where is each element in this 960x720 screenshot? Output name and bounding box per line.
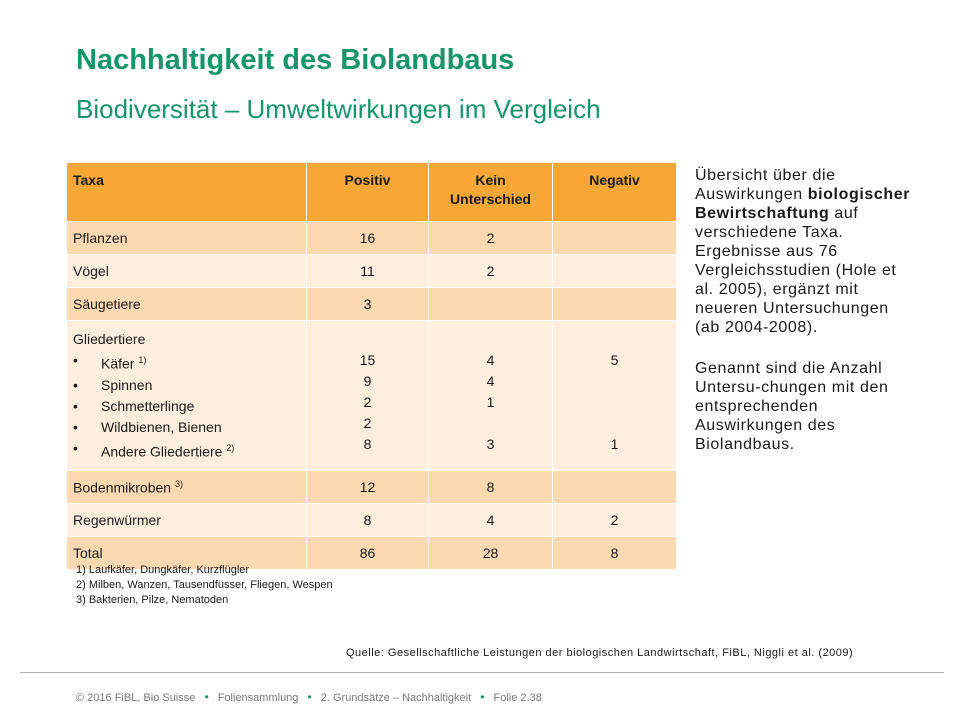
positiv-cell: 11 xyxy=(306,254,429,288)
arthropods-list: Käfer 1) Spinnen Schmetterlinge Wildbien… xyxy=(73,350,300,462)
table-row: Säugetiere 3 xyxy=(66,287,677,321)
table-row-arthropods: Gliedertiere Käfer 1) Spinnen Schmetterl… xyxy=(66,319,677,472)
positiv-cell: 16 xyxy=(306,221,429,255)
header-kein-unterschied: Kein Unterschied xyxy=(428,162,553,222)
table-row: Pflanzen 16 2 xyxy=(66,221,677,255)
footnotes: 1) Laufkäfer, Dungkäfer, Kurzflügler 2) … xyxy=(76,563,333,608)
header-taxa: Taxa xyxy=(66,162,307,222)
table-row-total: Total 86 28 8 xyxy=(66,536,677,571)
negativ-cell: 8 xyxy=(552,536,677,571)
footnote: 2) Milben, Wanzen, Tausendfüsser, Fliege… xyxy=(76,579,333,591)
positiv-cell: 8 xyxy=(306,503,429,538)
taxa-cell: Gliedertiere Käfer 1) Spinnen Schmetterl… xyxy=(66,319,307,472)
footnote-ref: 3) xyxy=(174,478,183,489)
footer-copyright: © 2016 FiBL, Bio Suisse xyxy=(76,692,196,704)
footer-divider xyxy=(20,672,944,673)
list-item: Spinnen xyxy=(73,375,300,396)
taxa-table: Taxa Positiv Kein Unterschied Negativ Pf… xyxy=(66,162,677,571)
kein-cell: 8 xyxy=(428,470,553,505)
footnote-ref: 1) xyxy=(138,355,147,365)
kein-cell: 2 xyxy=(428,254,553,288)
table-header-row: Taxa Positiv Kein Unterschied Negativ xyxy=(66,162,677,222)
arthropods-label: Gliedertiere xyxy=(73,331,146,347)
kein-cell xyxy=(428,287,553,321)
footer-chapter: 2. Grundsätze – Nachhaltigkeit xyxy=(320,692,472,704)
taxa-cell: Vögel xyxy=(66,254,307,288)
side-description: Übersicht über die Auswirkungen biologis… xyxy=(695,166,915,476)
negativ-cell xyxy=(552,287,677,321)
positiv-cell: 3 xyxy=(306,287,429,321)
list-item: Schmetterlinge xyxy=(73,396,300,417)
positiv-cell: 15 9 2 2 8 xyxy=(306,319,429,472)
taxa-cell: Regenwürmer xyxy=(66,503,307,538)
list-item: Andere Gliedertiere 2) xyxy=(73,438,300,463)
table-row: Regenwürmer 8 4 2 xyxy=(66,503,677,538)
footer: © 2016 FiBL, Bio Suisse • Foliensammlung… xyxy=(76,690,542,704)
header-positiv: Positiv xyxy=(306,162,429,222)
taxa-cell: Pflanzen xyxy=(66,221,307,255)
footnote: 3) Bakterien, Pilze, Nematoden xyxy=(76,594,229,606)
header-negativ: Negativ xyxy=(552,162,677,222)
negativ-cell xyxy=(552,254,677,288)
bullet-icon: • xyxy=(480,690,485,704)
kein-cell: 4 xyxy=(428,503,553,538)
emphasis: biologischer Bewirtschaftung xyxy=(695,186,911,222)
taxa-cell: Säugetiere xyxy=(66,287,307,321)
table-row: Vögel 11 2 xyxy=(66,254,677,288)
positiv-cell: 12 xyxy=(306,470,429,505)
page-subtitle: Biodiversität – Umweltwirkungen im Vergl… xyxy=(76,94,601,124)
negativ-cell xyxy=(552,221,677,255)
footer-collection: Foliensammlung xyxy=(217,692,299,704)
kein-cell: 4 4 1 3 xyxy=(428,319,553,472)
negativ-cell: 5 1 xyxy=(552,319,677,472)
negativ-cell: 2 xyxy=(552,503,677,538)
table-row: Bodenmikroben 3) 12 8 xyxy=(66,470,677,505)
footnote: 1) Laufkäfer, Dungkäfer, Kurzflügler xyxy=(76,564,250,576)
taxa-cell: Total xyxy=(66,536,307,571)
side-paragraph: Genannt sind die Anzahl Untersu-chungen … xyxy=(695,360,889,453)
taxa-cell: Bodenmikroben 3) xyxy=(66,470,307,505)
list-item: Wildbienen, Bienen xyxy=(73,417,300,438)
footer-slide-number: Folie 2.38 xyxy=(493,692,542,704)
source-citation: Quelle: Gesellschaftliche Leistungen der… xyxy=(346,647,854,659)
kein-cell: 2 xyxy=(428,221,553,255)
page-title: Nachhaltigkeit des Biolandbaus xyxy=(76,44,515,76)
bullet-icon: • xyxy=(307,690,312,704)
bullet-icon: • xyxy=(204,690,209,704)
side-paragraph: Übersicht über die Auswirkungen biologis… xyxy=(695,167,911,336)
negativ-cell xyxy=(552,470,677,505)
footnote-ref: 2) xyxy=(226,442,235,453)
list-item: Käfer 1) xyxy=(73,350,300,375)
kein-cell: 28 xyxy=(428,536,553,571)
